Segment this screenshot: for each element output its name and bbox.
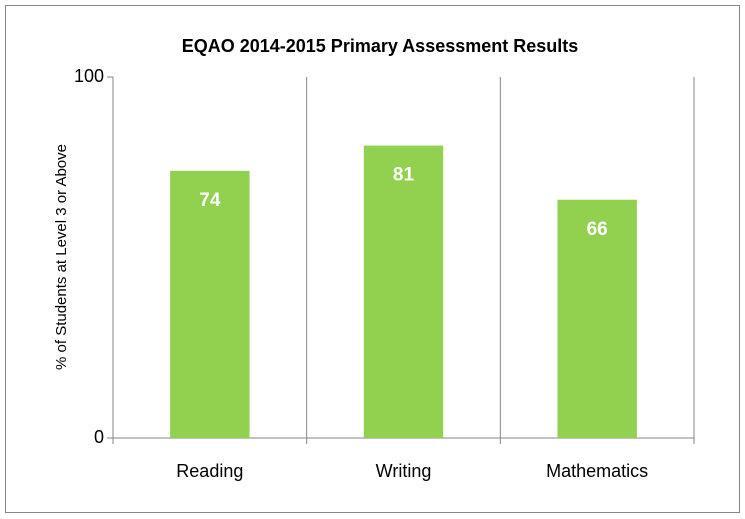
bar [363, 145, 444, 438]
y-tick-label: 100 [74, 66, 104, 86]
x-tick-label: Reading [176, 461, 243, 481]
chart-title: EQAO 2014-2015 Primary Assessment Result… [182, 36, 579, 56]
data-label: 66 [587, 219, 608, 240]
bar [170, 170, 250, 439]
bar [557, 199, 637, 438]
data-label: 81 [393, 165, 415, 186]
x-tick-label: Writing [376, 461, 432, 481]
data-label: 74 [199, 190, 221, 211]
y-axis-title: % of Students at Level 3 or Above [53, 144, 70, 370]
y-tick-label: 0 [94, 427, 104, 447]
x-tick-label: Mathematics [546, 461, 648, 481]
